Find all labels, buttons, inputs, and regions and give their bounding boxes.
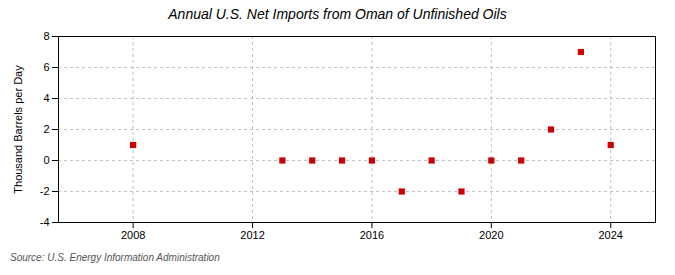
svg-text:8: 8 [43,30,49,42]
svg-text:6: 6 [43,61,49,73]
svg-text:-2: -2 [40,185,50,197]
svg-text:2: 2 [43,123,49,135]
html-text:Annual U.S. Net Imports from O: Annual U.S. Net Imports from Oman of Unf… [168,6,507,22]
html-text:Source: U.S. Energy Informatio: Source: U.S. Energy Information Administ… [10,252,220,263]
svg-text:2024: 2024 [598,229,622,241]
svg-text:2020: 2020 [479,229,503,241]
svg-text:-4: -4 [40,216,50,228]
svg-text:Thousand Barrels per Day: Thousand Barrels per Day [12,65,24,194]
svg-text:2016: 2016 [360,229,384,241]
svg-text:0: 0 [43,154,49,166]
svg-text:2008: 2008 [121,229,145,241]
svg-text:2012: 2012 [240,229,264,241]
svg-text:4: 4 [43,92,49,104]
